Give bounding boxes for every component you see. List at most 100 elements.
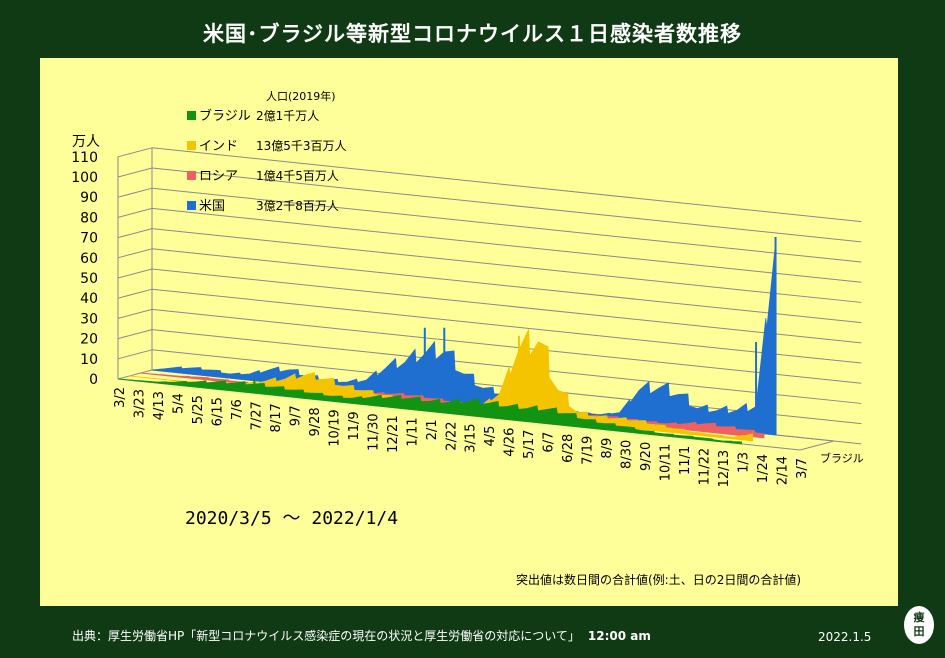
gridline: [151, 228, 862, 303]
x-tick-label: 3/15: [464, 424, 479, 453]
gridline-side: [117, 369, 153, 380]
x-tick-label: 3/7: [795, 458, 810, 479]
period-label: 2020/3/5 ～ 2022/1/4: [185, 508, 398, 529]
x-tick-label: 12/21: [386, 415, 401, 452]
gridline-side: [117, 187, 153, 198]
legend-swatch: [187, 141, 196, 150]
legend-name: インド: [199, 139, 238, 154]
x-tick-label: 9/28: [308, 407, 323, 436]
gridline-side: [117, 207, 153, 218]
y-tick-label: 30: [80, 311, 98, 327]
legend-population: 2億1千万人: [256, 109, 319, 123]
x-tick-label: 11/22: [698, 448, 713, 485]
chart-panel: 0 10 20 30 40 50 60 70 80 90 100 110 3/2 3/23 4/13 5/4…: [40, 58, 898, 606]
legend-population: 1億4千5百万人: [256, 169, 339, 183]
x-tick-label: 8/30: [620, 440, 635, 469]
legend-swatch: [187, 171, 196, 180]
gridline: [151, 207, 862, 283]
gridline-side: [117, 308, 153, 319]
y-tick-label: 50: [80, 271, 98, 287]
x-tick-label: 2/1: [425, 419, 440, 440]
x-tick-label: 4/26: [503, 428, 518, 457]
x-tick-label: 3/2: [113, 387, 128, 408]
x-tick-label: 1/24: [756, 454, 771, 483]
x-tick-label: 1/11: [405, 417, 420, 446]
gridline-side: [117, 248, 153, 259]
badge-line-1: 痩: [913, 611, 925, 624]
y-axis: 0 10 20 30 40 50 60 70 80 90 100 110: [71, 150, 98, 388]
x-tick-label: 6/7: [542, 432, 557, 453]
x-tick-label: 8/9: [600, 438, 615, 459]
gridline: [151, 308, 862, 384]
x-tick-label: 2/22: [444, 421, 459, 450]
gridline: [151, 288, 862, 364]
x-tick-label: 10/11: [659, 444, 674, 481]
x-tick-label: 5/4: [171, 393, 186, 414]
legend-population: 13億5千3百万人: [256, 139, 347, 153]
floor-right: [799, 440, 835, 451]
gridline: [151, 248, 862, 324]
gridline-side: [117, 349, 153, 360]
x-tick-label: 1/3: [737, 452, 752, 473]
legend-swatch: [187, 111, 196, 120]
footer-source: 出典：厚生労働省HP「新型コロナウイルス感染症の現在の状況と厚生労働省の対応につ…: [72, 627, 651, 644]
y-tick-label: 70: [80, 231, 98, 247]
x-tick-label: 4/13: [152, 391, 167, 420]
gridline: [151, 329, 862, 404]
gridline-side: [117, 167, 153, 178]
legend-swatch: [187, 201, 196, 210]
covid-chart: 0 10 20 30 40 50 60 70 80 90 100 110 3/2 3/23 4/13 5/4…: [71, 89, 864, 587]
legend-header: 人口(2019年): [266, 89, 336, 103]
y-tick-label: 20: [80, 332, 98, 348]
author-badge: 痩 田: [904, 606, 934, 644]
gridline-side: [117, 288, 153, 299]
x-tick-label: 5/17: [522, 430, 537, 459]
legend-name: 米国: [199, 199, 225, 214]
x-tick-label: 9/20: [639, 442, 654, 471]
y-tick-label: 80: [80, 210, 98, 226]
note-label: 突出値は数日間の合計値(例:土、日の2日間の合計値): [516, 572, 801, 587]
series-米国: [151, 236, 777, 436]
gridline-side: [117, 228, 153, 239]
gridline: [151, 167, 862, 243]
x-tick-label: 7/6: [230, 399, 245, 420]
series-area: [151, 242, 776, 436]
gridline-side: [117, 268, 153, 279]
y-unit-label: 万人: [72, 134, 100, 150]
legend-population: 3億2千8百万人: [256, 199, 339, 213]
source-text: 出典：厚生労働省HP「新型コロナウイルス感染症の現在の状況と厚生労働省の対応につ…: [72, 629, 580, 643]
x-tick-label: 2/14: [776, 456, 791, 485]
legend-name: ブラジル: [199, 108, 251, 124]
gridline-side: [117, 147, 153, 158]
y-tick-label: 40: [80, 291, 98, 307]
y-tick-label: 110: [71, 150, 98, 166]
series-layer: [117, 236, 777, 445]
gridline-side: [117, 329, 153, 340]
footer-time: 12:00 am: [587, 629, 651, 643]
x-tick-label: 11/30: [366, 413, 381, 450]
series-ブラジル: [117, 378, 742, 445]
x-tick-label: 10/19: [327, 409, 342, 446]
x-tick-label: 7/27: [249, 401, 264, 430]
x-tick-label: 6/15: [210, 397, 225, 426]
chart-title: 米国･ブラジル等新型コロナウイルス１日感染者数推移: [202, 22, 743, 46]
gridline: [151, 147, 862, 223]
y-tick-label: 100: [71, 170, 98, 186]
footer-date: 2022.1.5: [818, 630, 872, 644]
y-tick-label: 0: [89, 372, 98, 388]
gridline: [151, 268, 862, 344]
y-tick-label: 10: [80, 352, 98, 368]
x-tick-label: 9/7: [288, 405, 303, 426]
x-tick-label: 3/23: [132, 389, 147, 418]
x-tick-label: 6/28: [561, 434, 576, 463]
x-axis: 3/2 3/23 4/13 5/4 5/25 6/15 7/6 7/27 8/17 9/7 9/28…: [113, 387, 810, 487]
badge-line-2: 田: [913, 625, 925, 638]
x-tick-label: 12/13: [717, 450, 732, 487]
gridline: [151, 187, 862, 263]
y-tick-label: 90: [80, 190, 98, 206]
x-tick-label: 8/17: [269, 403, 284, 432]
y-tick-label: 60: [80, 251, 98, 267]
series-area: [117, 378, 742, 445]
depth-axis-label: ブラジル: [820, 451, 864, 465]
